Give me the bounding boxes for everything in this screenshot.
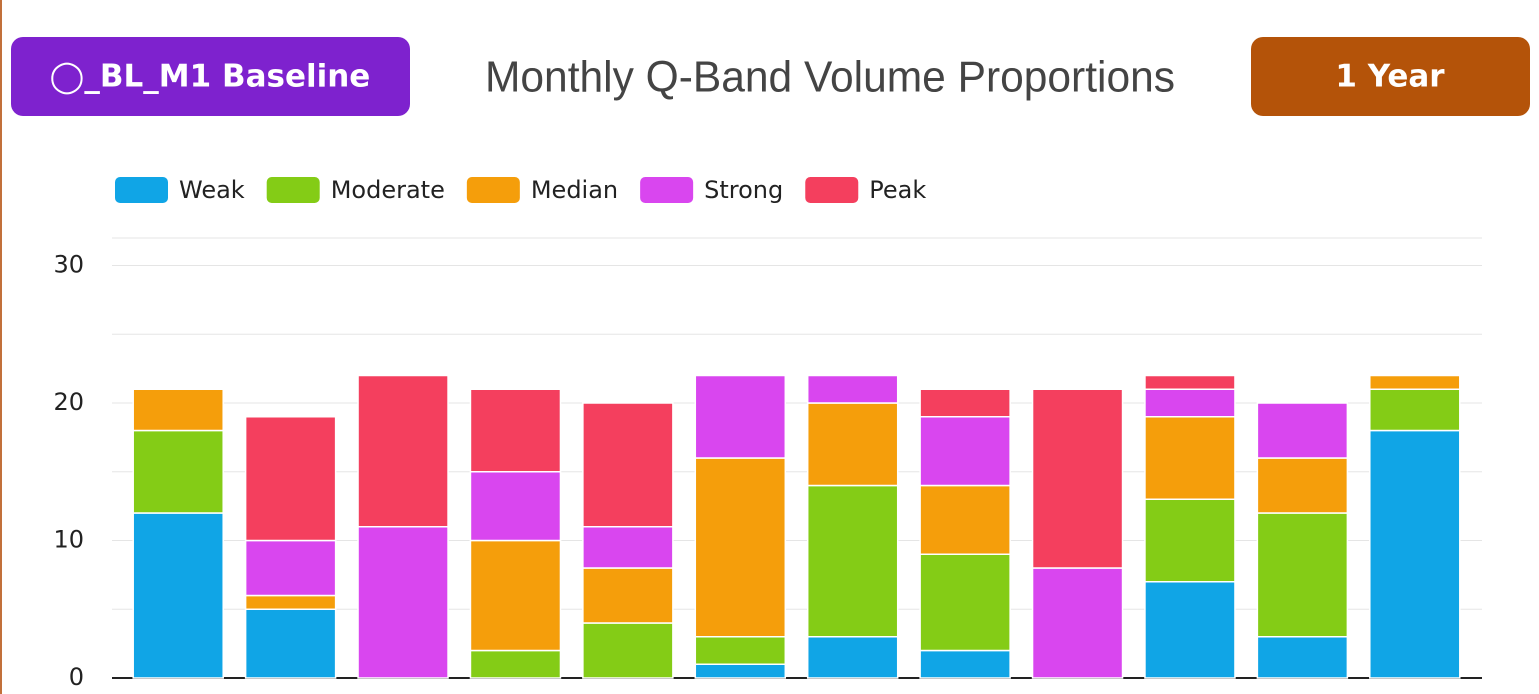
scenario-button-bg[interactable] <box>11 37 410 116</box>
bar-segment <box>1369 374 1461 390</box>
bar-segment <box>1144 416 1236 500</box>
bar-segment <box>582 567 674 624</box>
bar-segment <box>1031 567 1124 679</box>
bar-segment <box>1369 429 1461 679</box>
bar-segment <box>1144 581 1236 679</box>
bar-segment <box>1256 402 1349 459</box>
bar-segment <box>132 512 224 679</box>
bar-segment <box>469 471 562 542</box>
bar-segment <box>919 416 1011 487</box>
bar-segment <box>1031 388 1124 569</box>
bar-segment <box>694 663 787 679</box>
legend-swatch <box>640 177 694 203</box>
bar-segment <box>919 484 1011 555</box>
y-tick-label: 30 <box>53 251 84 279</box>
bar-segment <box>132 429 224 514</box>
bar-segment <box>244 416 337 542</box>
bar-segment <box>919 388 1011 418</box>
scenario-button-label[interactable]: ◯_BL_M1 Baseline <box>50 59 371 95</box>
legend-swatch <box>266 177 320 203</box>
bar-segment <box>806 374 899 404</box>
bar-segment <box>919 649 1011 679</box>
bar-segment <box>469 388 562 473</box>
bar-segment <box>1369 388 1461 432</box>
bar-segment <box>469 649 562 679</box>
legend-label: Moderate <box>331 176 445 204</box>
bar-segment <box>582 622 674 679</box>
bar-segment <box>1256 636 1349 679</box>
bar-segment <box>1144 388 1236 418</box>
bar-segment <box>1256 512 1349 638</box>
left-edge <box>0 0 2 694</box>
bar-segment <box>919 553 1011 652</box>
bar-segment <box>244 539 337 597</box>
y-tick-label: 10 <box>53 526 84 554</box>
bar-segment <box>582 402 674 528</box>
bar-segment <box>357 526 449 679</box>
range-button[interactable]: 1 Year <box>1251 37 1530 116</box>
legend-swatch <box>466 177 520 203</box>
bar-segment <box>244 608 337 679</box>
legend-swatch <box>115 177 168 203</box>
bar-segment <box>357 374 449 528</box>
legend-label: Peak <box>869 176 926 204</box>
bar-segment <box>1144 498 1236 583</box>
bar-segment <box>806 402 899 487</box>
scenario-button[interactable]: ◯_BL_M1 Baseline <box>11 37 410 116</box>
bar-segment <box>694 374 787 459</box>
bar-segment <box>1144 374 1236 390</box>
range-button-bg[interactable] <box>1251 37 1530 116</box>
legend-label: Median <box>531 176 618 204</box>
bar-segment <box>582 526 674 569</box>
range-button-label[interactable]: 1 Year <box>1335 59 1445 95</box>
legend-label: Strong <box>704 176 783 204</box>
bar-segment <box>806 484 899 638</box>
bar-segment <box>806 636 899 679</box>
legend-swatch <box>805 177 859 203</box>
bar-segment <box>694 457 787 638</box>
legend-label: Weak <box>179 176 245 204</box>
bar-segment <box>132 388 224 432</box>
bar-segment <box>694 636 787 665</box>
bar-segment <box>244 594 337 610</box>
y-tick-label: 0 <box>69 663 84 691</box>
bar-segment <box>1256 457 1349 514</box>
bar-segment <box>469 539 562 652</box>
chart-title: Monthly Q-Band Volume Proportions <box>485 53 1175 102</box>
y-tick-label: 20 <box>53 388 84 416</box>
